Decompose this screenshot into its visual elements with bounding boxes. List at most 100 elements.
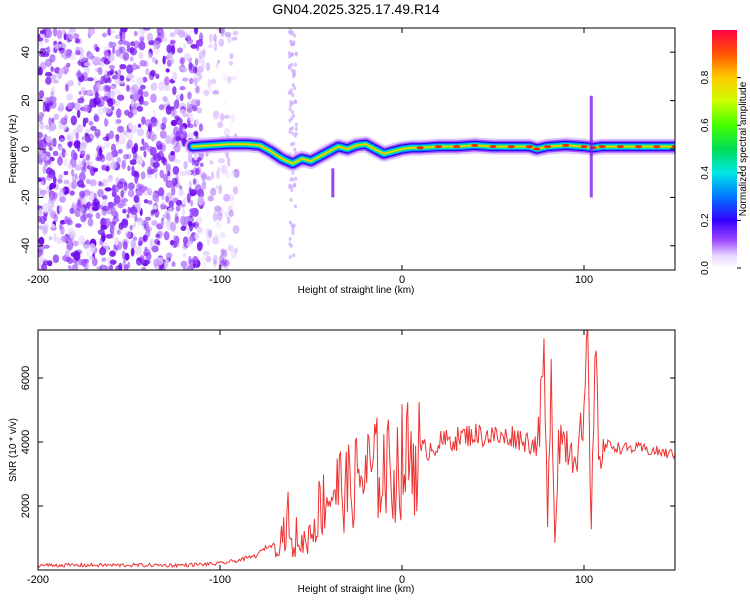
noise-speck — [53, 113, 60, 121]
noise-speck — [123, 257, 127, 263]
noise-speck — [96, 151, 103, 161]
noise-speck — [119, 130, 128, 140]
noise-speck — [168, 200, 175, 208]
noise-speck — [51, 117, 55, 124]
noise-speck — [216, 166, 221, 173]
noise-speck — [187, 153, 193, 164]
x-tick-label: 0 — [399, 574, 405, 586]
noise-speck — [218, 260, 226, 267]
noise-speck — [230, 249, 238, 259]
noise-speck — [73, 102, 81, 111]
noise-speck — [58, 190, 65, 198]
noise-speck — [126, 64, 134, 75]
noise-speck — [97, 188, 104, 198]
noise-speck — [95, 212, 101, 219]
noise-speck — [87, 89, 94, 95]
noise-speck — [109, 259, 117, 265]
noise-speck — [116, 229, 121, 235]
noise-speck — [158, 81, 165, 92]
noise-speck — [232, 224, 240, 234]
noise-speck — [144, 259, 151, 265]
noise-speck — [55, 237, 62, 245]
noise-speck — [166, 59, 172, 67]
noise-speck — [178, 58, 184, 65]
noise-speck — [113, 89, 121, 96]
noise-speck — [39, 215, 46, 225]
noise-speck — [193, 66, 198, 74]
noise-speck — [214, 38, 218, 44]
noise-speck — [93, 114, 100, 123]
noise-speck — [141, 116, 146, 125]
noise-speck — [135, 189, 143, 197]
noise-speck — [76, 124, 84, 133]
noise-speck — [39, 29, 46, 35]
noise-speck — [83, 264, 88, 270]
noise-speck — [108, 64, 115, 70]
y-tick-label: 0 — [20, 146, 32, 152]
noise-speck — [218, 157, 225, 164]
noise-speck — [50, 74, 57, 80]
snr-x-label: Height of straight line (km) — [298, 584, 415, 595]
snr-y-label: SNR (10 * v/v) — [8, 418, 19, 482]
noise-speck — [228, 60, 234, 66]
noise-speck — [179, 57, 185, 65]
noise-speck — [162, 96, 168, 102]
noise-speck — [227, 157, 231, 167]
noise-speck — [292, 33, 296, 38]
noise-speck — [201, 180, 207, 190]
ridge-hotspot — [580, 145, 588, 149]
noise-speck — [217, 121, 224, 129]
noise-speck — [179, 93, 184, 102]
noise-speck — [158, 104, 165, 111]
noise-speck — [226, 75, 232, 84]
noise-speck — [213, 110, 220, 120]
noise-speck — [229, 52, 234, 60]
noise-speck — [228, 210, 234, 218]
noise-speck — [71, 240, 79, 247]
noise-speck — [171, 261, 176, 267]
noise-speck — [44, 38, 49, 43]
noise-speck — [111, 184, 117, 195]
noise-speck — [194, 168, 200, 176]
noise-speck — [71, 179, 77, 190]
noise-speck — [162, 55, 166, 65]
noise-speck — [287, 29, 291, 34]
noise-speck — [85, 203, 90, 211]
noise-speck — [40, 190, 46, 199]
noise-speck — [293, 183, 297, 188]
noise-speck — [289, 103, 293, 108]
noise-speck — [97, 67, 103, 75]
noise-speck — [130, 239, 136, 250]
noise-speck — [227, 35, 232, 44]
noise-speck — [290, 68, 294, 73]
noise-speck — [116, 157, 121, 164]
noise-speck — [141, 266, 146, 270]
noise-speck — [207, 87, 212, 93]
colorbar-tick-label: 0.2 — [700, 213, 711, 227]
noise-speck — [231, 75, 238, 81]
noise-speck — [294, 176, 298, 181]
noise-speck — [138, 41, 146, 51]
noise-speck — [288, 236, 292, 241]
noise-speck — [144, 216, 152, 221]
noise-speck — [126, 213, 130, 219]
noise-speck — [94, 97, 101, 105]
noise-speck — [209, 33, 213, 43]
noise-speck — [174, 215, 179, 224]
noise-speck — [102, 95, 109, 101]
noise-speck — [150, 209, 156, 215]
noise-speck — [192, 221, 200, 229]
noise-speck — [151, 220, 158, 226]
noise-speck — [85, 128, 91, 133]
noise-speck — [213, 33, 217, 42]
noise-speck — [47, 46, 51, 54]
spectrogram-y-label: Frequency (Hz) — [8, 115, 19, 184]
spectrogram-title: GN04.2025.325.17.49.R14 — [272, 1, 440, 17]
noise-speck — [206, 236, 211, 246]
noise-speck — [212, 211, 219, 222]
noise-speck — [116, 94, 125, 101]
noise-speck — [290, 188, 294, 193]
noise-speck — [65, 83, 69, 92]
noise-speck — [151, 245, 159, 253]
noise-speck — [159, 169, 165, 179]
